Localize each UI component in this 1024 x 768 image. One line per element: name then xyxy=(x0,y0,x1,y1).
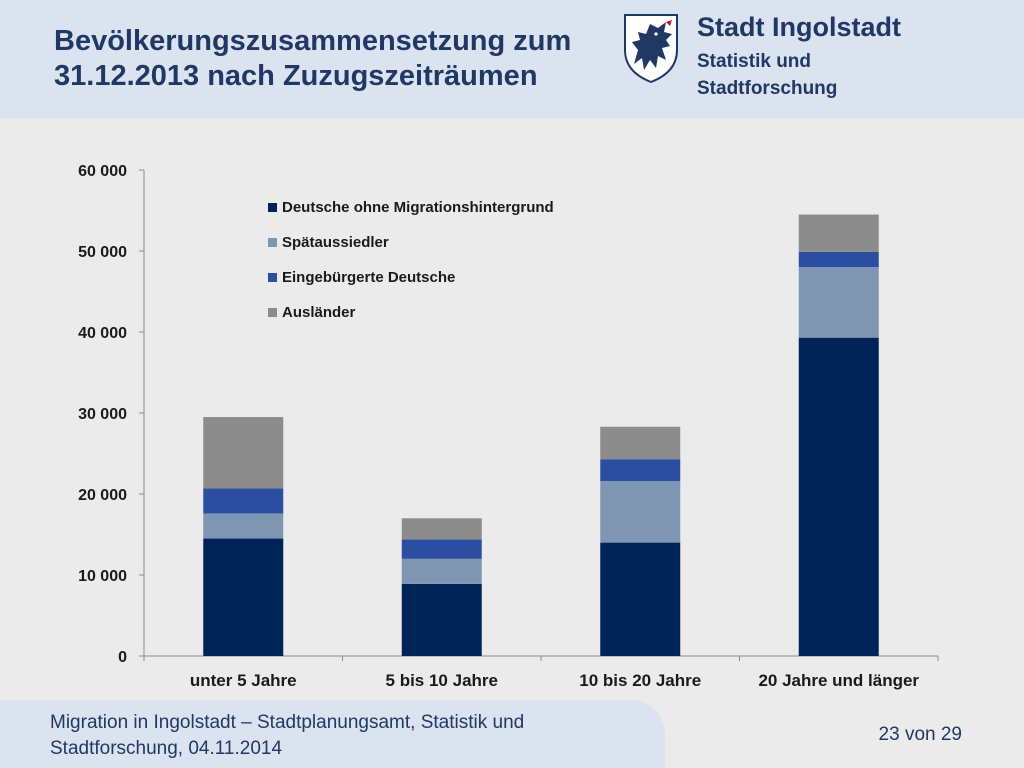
org-department-line1: Statistik und xyxy=(697,51,812,72)
slide-title: Bevölkerungszusammensetzung zum 31.12.20… xyxy=(54,24,594,94)
x-tick-label: 5 bis 10 Jahre xyxy=(386,671,498,690)
org-name: Stadt Ingolstadt xyxy=(697,12,901,42)
org-department: Statistik und Stadtforschung xyxy=(697,48,917,102)
bar-segment xyxy=(401,583,482,656)
slide-title-line1: Bevölkerungszusammensetzung zum xyxy=(54,25,572,57)
legend-swatch xyxy=(268,238,277,247)
stacked-bar-chart: 0 10 000 20 000 30 000 40 000 50 000 60 000 unt… xyxy=(78,163,939,690)
y-tick-label: 60 000 xyxy=(78,163,127,180)
x-tick-label: 20 Jahre und länger xyxy=(758,671,919,690)
coat-of-arms-icon xyxy=(624,14,678,84)
bar-segment xyxy=(203,417,284,489)
y-tick-label: 20 000 xyxy=(78,487,127,504)
bar-segment xyxy=(600,481,681,543)
x-tick-label: 10 bis 20 Jahre xyxy=(579,671,701,690)
bar-segment xyxy=(401,539,482,559)
org-department-line2: Stadtforschung xyxy=(697,78,838,99)
bar-segment xyxy=(203,513,284,539)
legend-label: Deutsche ohne Migrationshintergrund xyxy=(282,199,554,216)
bar-segment xyxy=(798,214,879,252)
footer-line1: Migration in Ingolstadt – Stadtplanungsa… xyxy=(50,712,525,733)
bar-segment xyxy=(798,267,879,338)
y-tick-label: 30 000 xyxy=(78,406,127,423)
y-tick-label: 40 000 xyxy=(78,325,127,342)
bar-segment xyxy=(798,251,879,268)
bar-segment xyxy=(401,518,482,540)
legend-swatch xyxy=(268,203,277,212)
header-band: Bevölkerungszusammensetzung zum 31.12.20… xyxy=(0,0,1024,118)
bar-segment xyxy=(203,538,284,656)
bar-segment xyxy=(203,488,284,514)
bar-segment xyxy=(798,337,879,656)
footer-panel xyxy=(0,700,665,768)
legend-swatch xyxy=(268,273,277,282)
legend-label: Ausländer xyxy=(282,304,356,321)
footer-line2: Stadtforschung, 04.11.2014 xyxy=(50,738,283,759)
bar-segment xyxy=(600,459,681,482)
legend-label: Spätaussiedler xyxy=(282,234,389,251)
page-number: 23 von 29 xyxy=(878,724,962,745)
bar-segment xyxy=(600,542,681,656)
bar-segment xyxy=(600,426,681,460)
bar-segment xyxy=(401,558,482,584)
legend-swatch xyxy=(268,308,277,317)
y-tick-label: 0 xyxy=(118,649,127,666)
footer-text: Migration in Ingolstadt – Stadtplanungsa… xyxy=(50,710,610,762)
legend-label: Eingebürgerte Deutsche xyxy=(282,269,455,286)
y-tick-label: 10 000 xyxy=(78,568,127,585)
x-tick-label: unter 5 Jahre xyxy=(190,671,297,690)
y-tick-label: 50 000 xyxy=(78,244,127,261)
slide-title-line2: 31.12.2013 nach Zuzugszeiträumen xyxy=(54,60,538,92)
